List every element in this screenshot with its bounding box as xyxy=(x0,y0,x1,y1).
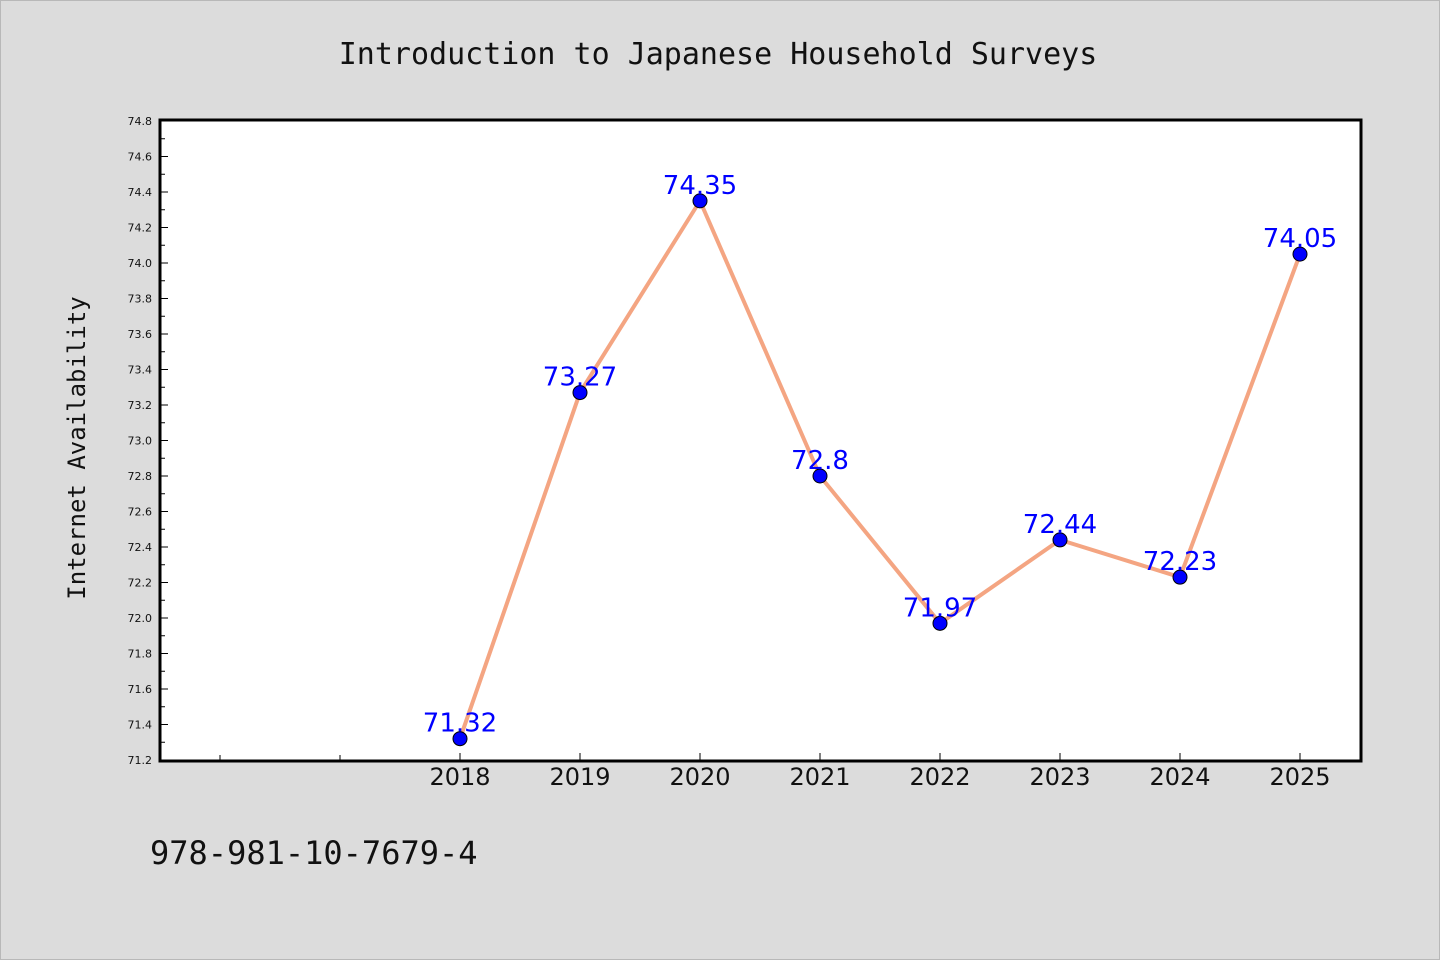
data-labels-group: 71.32 73.27 74.35 72.8 71.97 72.44 72.23 74.05 xyxy=(423,171,1337,739)
x-tick-label: 2018 xyxy=(429,763,490,791)
y-tick-label: 71.4 xyxy=(128,719,153,732)
data-label: 74.05 xyxy=(1263,224,1337,254)
y-axis: 71.2 71.4 71.6 71.8 72.0 72.2 72.4 72.6 72.8 73.0… xyxy=(128,115,168,767)
data-label: 73.27 xyxy=(543,363,617,393)
x-axis: 2018 2019 2020 2021 2022 2023 2024 2025 xyxy=(219,753,1331,791)
y-tick-label: 72.2 xyxy=(128,577,153,590)
plot-area xyxy=(158,118,1363,763)
markers-group xyxy=(452,193,1308,747)
series-line-group xyxy=(458,198,1302,741)
data-point xyxy=(1052,532,1068,548)
x-tick-label: 2022 xyxy=(909,763,970,791)
y-tick-label: 73.4 xyxy=(128,364,153,377)
data-point xyxy=(572,385,588,401)
x-tick-label: 2025 xyxy=(1269,763,1330,791)
y-tick-label: 72.0 xyxy=(128,612,153,625)
y-axis-label: Internet Availability xyxy=(63,296,91,599)
x-tick-label: 2023 xyxy=(1029,763,1090,791)
y-tick-label: 71.8 xyxy=(128,648,153,661)
data-point xyxy=(812,468,828,484)
data-point xyxy=(692,193,708,209)
y-tick-label: 74.8 xyxy=(128,115,153,128)
x-tick-label: 2019 xyxy=(549,763,610,791)
isbn-text: 978-981-10-7679-4 xyxy=(150,834,478,872)
y-tick-label: 72.8 xyxy=(128,470,153,483)
x-tick-label: 2021 xyxy=(789,763,850,791)
y-tick-label: 74.4 xyxy=(128,186,153,199)
y-tick-label: 71.6 xyxy=(128,683,153,696)
y-tick-label: 72.4 xyxy=(128,541,153,554)
y-tick-label: 74.2 xyxy=(128,222,153,235)
y-tick-label: 71.2 xyxy=(128,754,153,767)
data-point xyxy=(1172,569,1188,585)
data-label: 71.32 xyxy=(423,709,497,739)
chart-title: Introduction to Japanese Household Surve… xyxy=(339,37,1098,72)
data-label: 72.8 xyxy=(791,446,849,476)
x-tick-label: 2024 xyxy=(1149,763,1210,791)
data-point xyxy=(452,731,468,747)
y-tick-label: 74.0 xyxy=(128,257,153,270)
x-tick-label: 2020 xyxy=(669,763,730,791)
data-label: 72.23 xyxy=(1143,547,1217,577)
y-tick-label: 73.8 xyxy=(128,293,153,306)
data-point xyxy=(1292,246,1308,262)
y-tick-label: 72.6 xyxy=(128,506,153,519)
data-label: 72.44 xyxy=(1023,510,1097,540)
data-label: 74.35 xyxy=(663,171,737,201)
y-tick-label: 74.6 xyxy=(128,151,153,164)
series-line xyxy=(458,198,1302,741)
data-label: 71.97 xyxy=(903,593,977,623)
data-point xyxy=(932,615,948,631)
y-tick-label: 73.6 xyxy=(128,328,153,341)
y-tick-label: 73.2 xyxy=(128,399,153,412)
y-tick-label: 73.0 xyxy=(128,435,153,448)
